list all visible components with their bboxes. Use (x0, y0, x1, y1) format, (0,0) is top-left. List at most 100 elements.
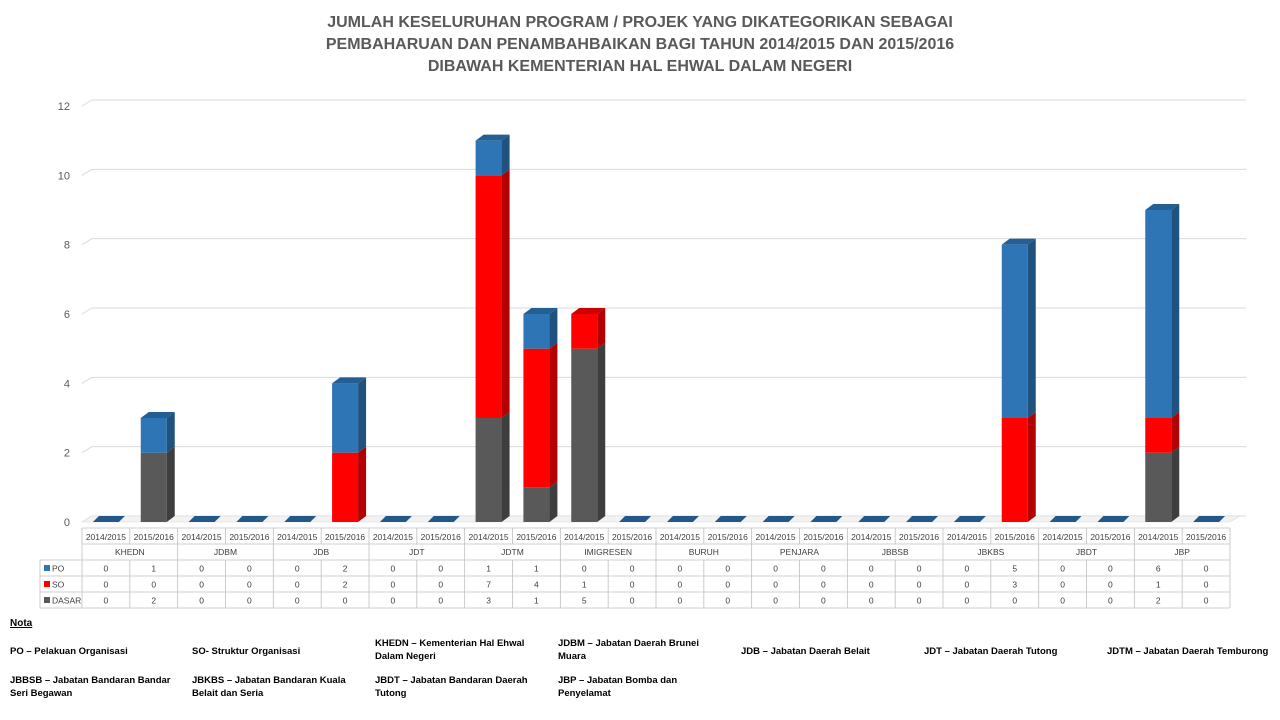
table-cell-po: 0 (965, 564, 970, 574)
table-cell-so: 0 (104, 580, 109, 590)
x-tick-label-year: 2015/2016 (899, 532, 939, 542)
stacked-bar-chart: 0 2 4 6 8 10 12 2014/2015 2015/2016 2014/2015 2015… (39, 99, 1246, 609)
x-group-label-jbbsb: JBBSB (882, 547, 909, 557)
table-cell-so: 3 (1012, 580, 1017, 590)
table-cell-so: 0 (151, 580, 156, 590)
bar-zero-imigresen-1 (619, 516, 652, 522)
y-tick-label: 10 (58, 170, 70, 182)
table-cell-so: 7 (486, 580, 491, 590)
x-group-label-jdb: JDB (313, 547, 329, 557)
bar-so-imigresen-2014/2015-side (597, 308, 606, 349)
table-cell-po: 0 (582, 564, 587, 574)
chart-floor (80, 515, 1242, 523)
x-tick-label-year: 2014/2015 (1138, 532, 1178, 542)
bar-dasar-jbp-2014/2015-side (1171, 446, 1180, 522)
legend-label-dasar: DASAR (52, 596, 81, 606)
bar-po-jdb-2015/2016 (332, 383, 359, 453)
table-cell-dasar: 0 (1108, 596, 1113, 606)
table-cell-so: 0 (1204, 580, 1209, 590)
grid-line-diagonal (81, 376, 93, 384)
x-tick-label-year: 2014/2015 (181, 532, 221, 542)
table-cell-dasar: 3 (486, 596, 491, 606)
table-cell-dasar: 0 (965, 596, 970, 606)
bar-top-jbkbs-2015/2016 (1001, 238, 1036, 245)
bar-zero-khedn-0 (92, 516, 125, 522)
note-jdbm: JDBM – Jabatan Daerah Brunei Muara (558, 638, 699, 662)
bar-dasar-imigresen-2014/2015 (571, 348, 598, 522)
table-cell-so: 0 (438, 580, 443, 590)
x-group-label-buruh: BURUH (689, 547, 719, 557)
table-cell-po: 0 (630, 564, 635, 574)
legend-swatch-po (44, 565, 50, 571)
grid-line-diagonal (81, 168, 93, 176)
x-group-label-imigresen: IMIGRESEN (584, 547, 632, 557)
table-cell-dasar: 0 (438, 596, 443, 606)
x-tick-label-year: 2015/2016 (803, 532, 843, 542)
bar-po-jdtm-2014/2015-side (501, 134, 510, 176)
table-cell-so: 0 (725, 580, 730, 590)
bar-po-jbp-2014/2015 (1145, 210, 1172, 418)
table-cell-po: 0 (678, 564, 683, 574)
grid-line-diagonal (81, 307, 93, 315)
table-cell-dasar: 0 (343, 596, 348, 606)
note-jbbsb: JBBSB – Jabatan Bandaran Bandar Seri Beg… (10, 675, 171, 699)
bar-zero-jbp-1 (1193, 516, 1226, 522)
table-cell-dasar: 0 (1012, 596, 1017, 606)
chart-title-line-1: JUMLAH KESELURUHAN PROGRAM / PROJEK YANG… (327, 14, 953, 31)
bar-dasar-jdtm-2015/2016 (523, 487, 550, 522)
table-cell-po: 0 (773, 564, 778, 574)
y-tick-label: 2 (64, 448, 70, 460)
table-cell-so: 2 (343, 580, 348, 590)
x-tick-label-year: 2015/2016 (995, 532, 1035, 542)
x-group-label-jbkbs: JBKBS (977, 547, 1004, 557)
note-so: SO- Struktur Organisasi (192, 646, 301, 657)
bar-so-imigresen-2014/2015 (571, 314, 598, 349)
bar-so-jdtm-2014/2015 (475, 175, 502, 418)
bar-zero-jbdt-0 (1049, 516, 1082, 522)
x-group-label-penjara: PENJARA (780, 547, 820, 557)
y-tick-label: 12 (58, 101, 70, 113)
note-jbkbs: JBKBS – Jabatan Bandaran Kuala Belait da… (192, 675, 346, 699)
legend-swatch-so (44, 581, 50, 587)
bar-po-khedn-2015/2016 (140, 418, 167, 453)
table-cell-so: 0 (773, 580, 778, 590)
x-tick-label-year: 2015/2016 (325, 532, 365, 542)
bar-zero-jbbsb-0 (858, 516, 891, 522)
chart-title: JUMLAH KESELURUHAN PROGRAM / PROJEK YANG… (0, 12, 1280, 78)
bar-top-jdb-2015/2016 (332, 377, 367, 384)
bar-zero-jbdt-1 (1097, 516, 1130, 522)
bar-zero-jdt-0 (379, 516, 412, 522)
x-tick-label-year: 2014/2015 (373, 532, 413, 542)
bar-so-jdtm-2014/2015-side (501, 169, 510, 418)
x-tick-label-year: 2015/2016 (229, 532, 269, 542)
y-tick-label: 8 (64, 240, 70, 252)
bar-top-jdtm-2015/2016 (523, 308, 558, 314)
table-cell-dasar: 0 (104, 596, 109, 606)
x-tick-label-year: 2015/2016 (421, 532, 461, 542)
table-cell-so: 0 (678, 580, 683, 590)
note-po: PO – Pelakuan Organisasi (10, 646, 128, 657)
bar-so-jdtm-2015/2016 (523, 348, 550, 488)
table-cell-po: 0 (295, 564, 300, 574)
table-cell-so: 4 (534, 580, 539, 590)
table-cell-so: 0 (199, 580, 204, 590)
bar-zero-buruh-0 (666, 516, 699, 522)
bar-so-jbkbs-2015/2016-side (1027, 412, 1036, 522)
grid-line-diagonal (81, 238, 93, 246)
table-cell-po: 6 (1156, 564, 1161, 574)
bar-zero-penjara-0 (762, 516, 795, 522)
bar-so-jbkbs-2015/2016 (1001, 418, 1028, 522)
bar-po-khedn-2015/2016-side (166, 412, 175, 453)
table-cell-dasar: 0 (917, 596, 922, 606)
bar-top-jbp-2014/2015 (1145, 204, 1180, 210)
table-cell-po: 5 (1012, 564, 1017, 574)
table-cell-so: 0 (1060, 580, 1065, 590)
x-tick-label-year: 2015/2016 (134, 532, 174, 542)
grid-line-diagonal (81, 446, 93, 454)
bar-top-imigresen-2014/2015 (571, 308, 606, 314)
x-group-label-jdt: JDT (409, 547, 425, 557)
table-cell-dasar: 5 (582, 596, 587, 606)
table-cell-dasar: 0 (199, 596, 204, 606)
x-group-label-jbdt: JBDT (1076, 547, 1097, 557)
bar-top-jdtm-2014/2015 (475, 134, 510, 141)
